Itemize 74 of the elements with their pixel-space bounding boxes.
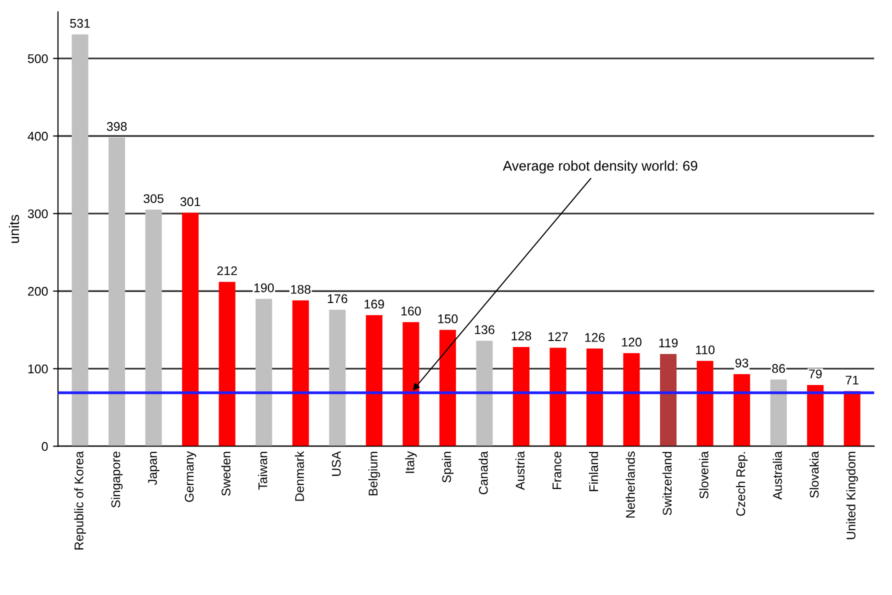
bar (512, 346, 530, 446)
data-label: 212 (217, 266, 237, 276)
bar (807, 384, 824, 446)
data-label: 398 (106, 122, 127, 131)
data-label: 126 (585, 333, 605, 342)
x-tick-label: Finland (588, 452, 598, 492)
x-tick-label: Sweden (221, 452, 230, 496)
data-label: 120 (622, 338, 642, 347)
data-label: 110 (696, 345, 715, 354)
x-tick-label: Singapore (110, 452, 123, 508)
x-tick-label: Republic of Korea (74, 451, 86, 550)
data-label: 128 (512, 331, 532, 340)
bar (182, 212, 199, 446)
data-label: 93 (735, 358, 748, 368)
data-label: 169 (364, 300, 384, 309)
bar (586, 348, 604, 446)
x-tick-label: Denmark (294, 451, 304, 501)
bar (439, 330, 456, 446)
data-label: 190 (254, 283, 274, 292)
data-label: 531 (70, 18, 90, 28)
bar (218, 282, 236, 446)
bar (770, 380, 787, 446)
data-label: 301 (180, 197, 200, 206)
y-tick-label: 0 (42, 442, 48, 451)
data-label: 86 (772, 364, 785, 373)
bar (329, 310, 346, 446)
annotation: Average robot density world: 69 (502, 160, 698, 174)
x-tick-label: Australia (772, 451, 782, 500)
bar (256, 298, 272, 446)
bar (734, 374, 750, 446)
x-tick-label: Slovenia (699, 451, 708, 498)
x-tick-label: United Kingdom (846, 452, 858, 540)
y-tick-label: 500 (28, 54, 48, 64)
x-tick-label: Slovakia (810, 451, 819, 498)
x-tick-label: Belgium (368, 452, 380, 496)
data-label: 305 (144, 194, 164, 204)
bar (108, 138, 126, 446)
data-label: 127 (548, 332, 568, 341)
bar (402, 322, 420, 446)
data-label: 71 (846, 376, 858, 384)
bar (660, 354, 677, 446)
bar (145, 210, 162, 446)
x-tick-label: France (552, 452, 562, 489)
data-label: 188 (291, 284, 311, 294)
data-label: 150 (438, 314, 458, 324)
bar (292, 300, 309, 446)
bar (550, 348, 566, 446)
data-label: 160 (401, 306, 421, 316)
bar (623, 353, 640, 446)
bar (72, 34, 88, 446)
bar (366, 315, 382, 446)
y-tick-label: 100 (28, 364, 48, 374)
data-label: 136 (474, 325, 494, 334)
x-tick-label: Switzerland (662, 452, 672, 516)
bar (844, 391, 860, 446)
y-tick-label: 300 (28, 209, 48, 218)
x-tick-label: Taiwan (258, 452, 268, 490)
x-tick-label: Italy (405, 451, 417, 473)
y-tick-label: 400 (28, 132, 48, 141)
data-label: 176 (328, 294, 348, 304)
bar (476, 340, 493, 446)
x-tick-label: USA (332, 451, 341, 476)
y-axis-title: units (8, 214, 20, 243)
x-tick-label: Czech Rep. (736, 452, 748, 516)
y-tick-label: 200 (28, 286, 48, 296)
x-tick-label: Austria (515, 451, 525, 490)
data-label: 119 (659, 338, 678, 348)
data-label: 79 (809, 369, 822, 378)
x-tick-label: Netherlands (626, 452, 635, 518)
x-tick-label: Canada (478, 451, 488, 494)
bar (696, 360, 714, 446)
x-tick-label: Spain (442, 452, 454, 483)
x-tick-label: Germany (184, 451, 196, 502)
x-tick-label: Japan (148, 452, 160, 485)
